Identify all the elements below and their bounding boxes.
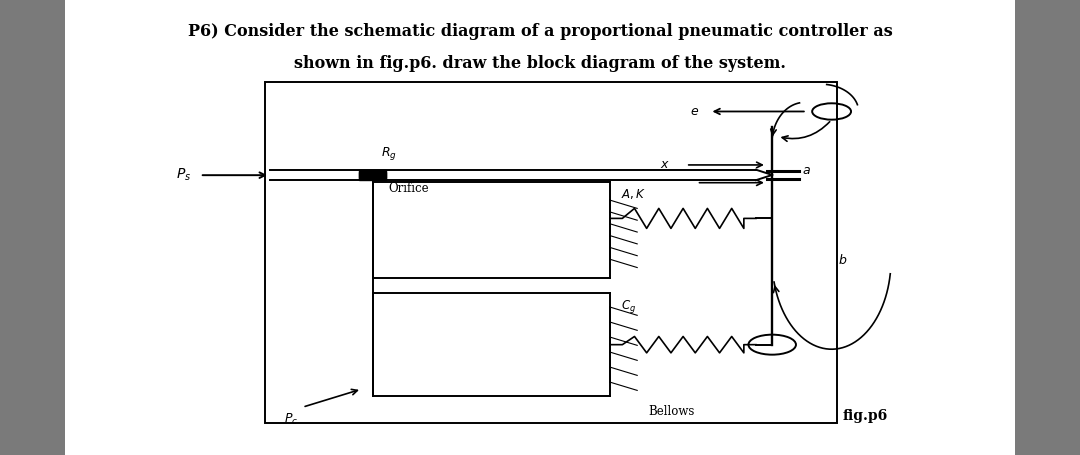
Text: $b$: $b$ xyxy=(838,253,847,267)
Text: fig.p6: fig.p6 xyxy=(842,409,888,423)
Text: $e$: $e$ xyxy=(690,105,699,118)
Text: $C_g$: $C_g$ xyxy=(621,298,636,315)
Bar xyxy=(265,82,837,423)
Bar xyxy=(65,0,1015,455)
Text: Bellows: Bellows xyxy=(648,405,694,418)
Text: $P_c$: $P_c$ xyxy=(284,412,299,427)
Bar xyxy=(359,172,387,180)
Text: $A, K$: $A, K$ xyxy=(621,187,646,201)
Text: $R_g$: $R_g$ xyxy=(381,145,396,162)
Text: shown in fig.p6. draw the block diagram of the system.: shown in fig.p6. draw the block diagram … xyxy=(294,55,786,71)
Text: $x$: $x$ xyxy=(660,158,670,172)
Text: $a$: $a$ xyxy=(802,164,811,177)
Text: P6) Consider the schematic diagram of a proportional pneumatic controller as: P6) Consider the schematic diagram of a … xyxy=(188,23,892,40)
Text: $P_s$: $P_s$ xyxy=(176,167,191,183)
Text: Orifice: Orifice xyxy=(389,182,430,196)
Bar xyxy=(359,170,387,178)
